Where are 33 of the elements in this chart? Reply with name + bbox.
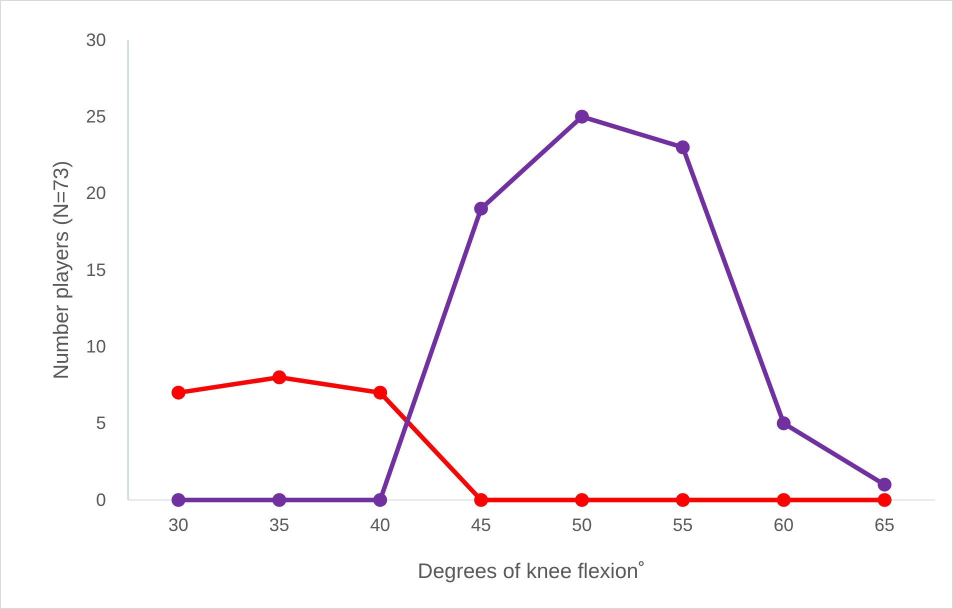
x-tick-label: 40 <box>370 514 390 535</box>
point <box>878 478 892 492</box>
y-tick-label: 30 <box>86 30 106 50</box>
x-tick-label: 45 <box>471 514 492 535</box>
point <box>676 493 690 507</box>
x-tick-label: 50 <box>572 514 592 535</box>
point <box>474 202 488 216</box>
point <box>172 386 186 400</box>
point <box>272 493 286 507</box>
y-tick-label: 15 <box>86 260 106 280</box>
y-tick-label: 10 <box>86 336 106 356</box>
point <box>776 493 791 507</box>
x-tick-label: 60 <box>774 514 794 535</box>
point <box>776 416 791 430</box>
y-tick-label: 20 <box>86 183 106 204</box>
x-tick-label: 35 <box>269 514 290 535</box>
x-tick-label: 55 <box>672 514 693 535</box>
point <box>878 493 892 507</box>
point <box>272 370 286 384</box>
point <box>172 493 186 507</box>
point <box>373 493 388 507</box>
point <box>373 386 388 400</box>
point <box>575 493 589 507</box>
x-axis-title: Degrees of knee flexion˚ <box>418 560 646 583</box>
x-tick-label: 30 <box>168 514 188 535</box>
y-tick-label: 0 <box>96 490 106 510</box>
x-tick-label: 65 <box>874 514 895 535</box>
point <box>676 140 690 154</box>
point <box>474 493 488 507</box>
y-tick-label: 25 <box>86 106 106 126</box>
point <box>575 110 589 124</box>
y-axis-title: Number players (N=73) <box>50 160 73 380</box>
y-tick-label: 5 <box>96 413 106 434</box>
